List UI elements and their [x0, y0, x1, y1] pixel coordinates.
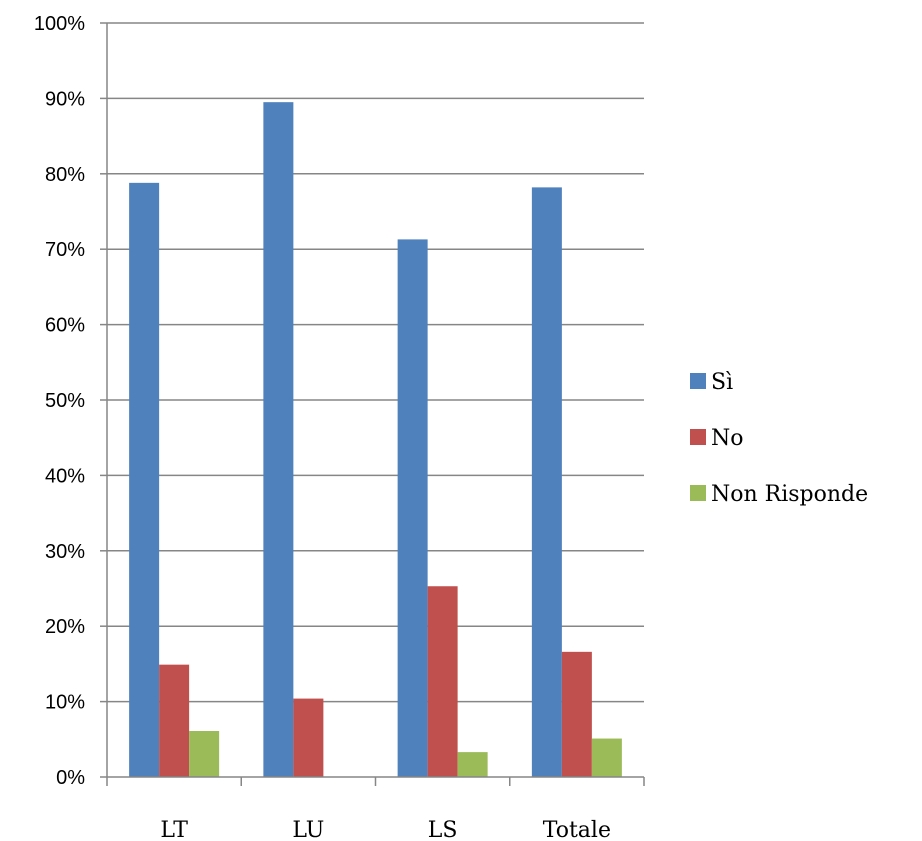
- y-tick-label: 50%: [45, 390, 85, 412]
- axes: [106, 23, 645, 786]
- legend-label: Non Risponde: [711, 482, 868, 507]
- bar-no-totale: [561, 651, 592, 777]
- bar-non-risponde-totale: [591, 738, 622, 777]
- bar-no-lt: [159, 664, 190, 777]
- legend-label: No: [711, 426, 744, 451]
- x-tick-label: LS: [428, 818, 458, 841]
- bar-no-ls: [427, 586, 458, 777]
- x-tick-label: LU: [292, 818, 324, 841]
- y-tick-label: 20%: [45, 616, 85, 638]
- x-tick-label: Totale: [543, 818, 611, 841]
- y-tick-label: 100%: [34, 13, 85, 35]
- legend: Sì No Non Risponde: [690, 370, 868, 507]
- bar-non-risponde-ls: [457, 752, 488, 777]
- y-axis-ticks: 0% 10% 20% 30% 40% 50% 60% 70% 80% 90% 100%: [34, 13, 107, 789]
- bar-sì-ls: [397, 239, 428, 777]
- bar-sì-lt: [129, 182, 160, 777]
- bar-no-lu: [293, 698, 324, 777]
- y-tick-label: 10%: [45, 692, 85, 714]
- x-axis-labels: LT LU LS Totale: [160, 818, 611, 841]
- y-tick-label: 90%: [45, 88, 85, 110]
- y-tick-label: 80%: [45, 164, 85, 186]
- y-tick-label: 30%: [45, 541, 85, 563]
- legend-swatch: [690, 485, 706, 501]
- bar-non-risponde-lt: [189, 731, 220, 777]
- bar-sì-totale: [531, 187, 562, 777]
- legend-swatch: [690, 373, 706, 389]
- x-tick-label: LT: [160, 818, 188, 841]
- y-tick-label: 60%: [45, 315, 85, 337]
- y-tick-label: 0%: [56, 767, 85, 789]
- legend-swatch: [690, 429, 706, 445]
- y-tick-label: 70%: [45, 239, 85, 261]
- bar-sì-lu: [263, 102, 294, 778]
- legend-label: Sì: [711, 370, 733, 395]
- bars: [129, 102, 622, 778]
- y-tick-label: 40%: [45, 465, 85, 487]
- gridlines: [107, 22, 644, 703]
